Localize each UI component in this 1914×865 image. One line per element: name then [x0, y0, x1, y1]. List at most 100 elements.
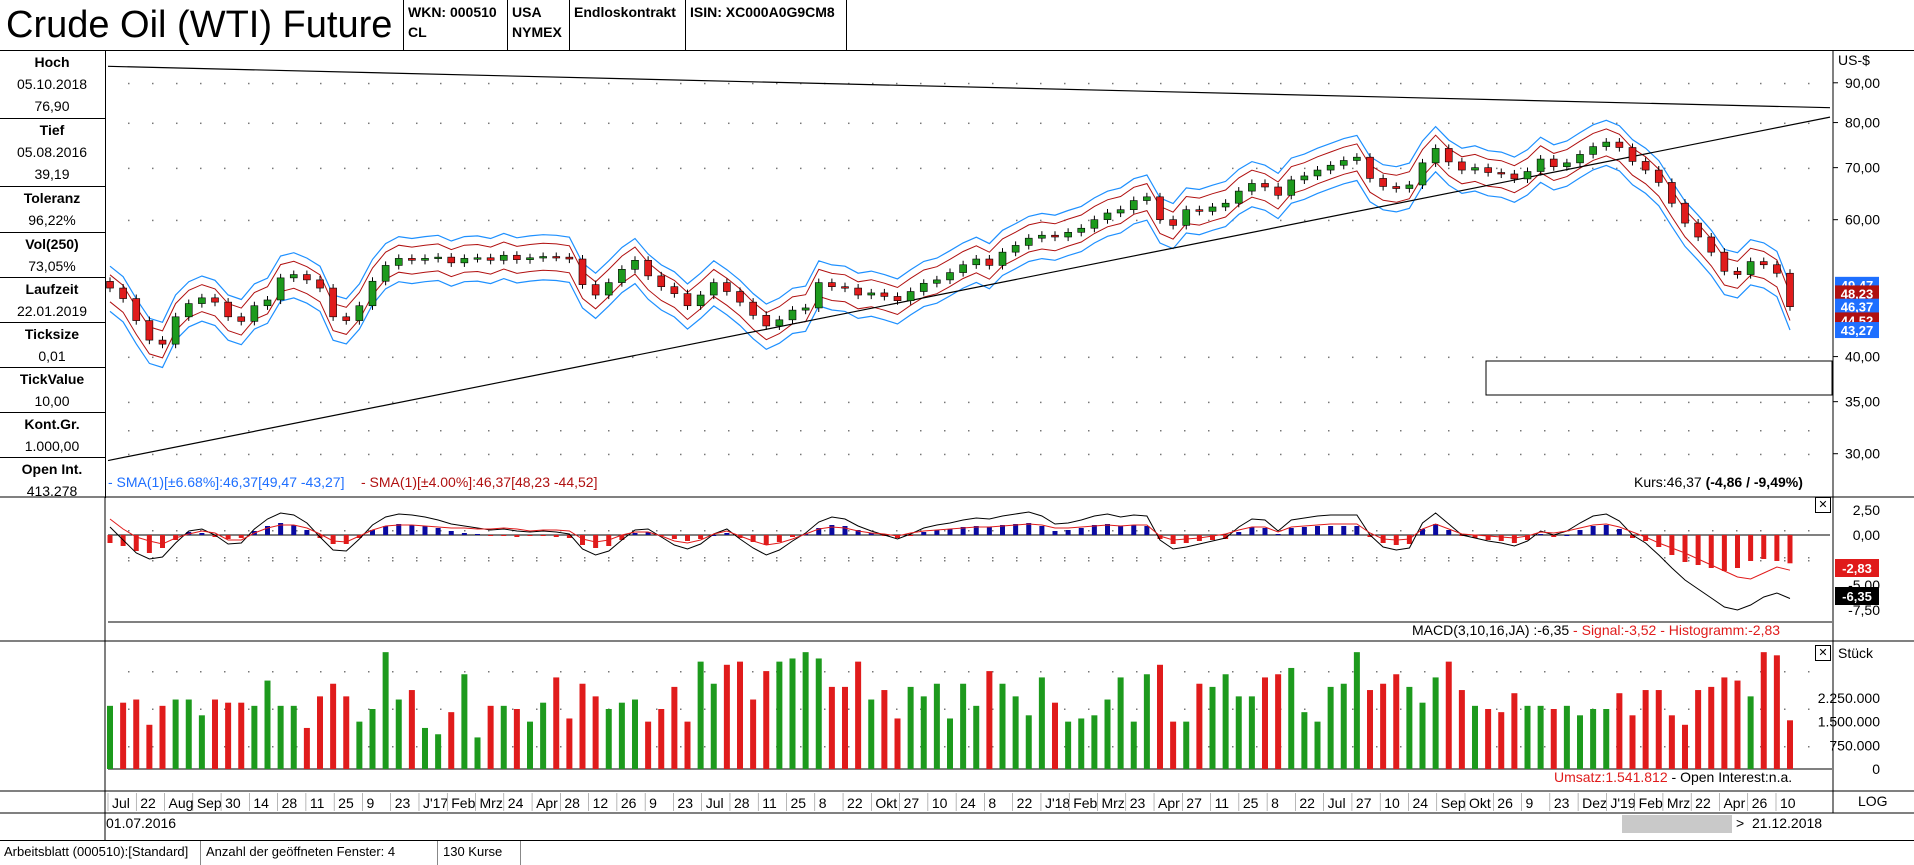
grid-dot: [1808, 530, 1810, 532]
grid-dot: [1640, 122, 1642, 125]
volume-bar: [1275, 674, 1282, 769]
grid-dot: [512, 557, 514, 559]
grid-dot: [152, 746, 154, 748]
sidebar-laufzeit: Laufzeit 22.01.2019: [0, 278, 104, 322]
grid-dot: [320, 167, 322, 170]
grid-dot: [344, 430, 346, 432]
grid-dot: [128, 453, 130, 456]
grid-dot: [1232, 453, 1234, 456]
candle-body: [447, 256, 456, 264]
volume-bar: [1353, 652, 1360, 769]
panel-frames: [0, 51, 1914, 840]
grid-dot: [488, 557, 490, 559]
grid-dot: [200, 557, 202, 559]
grid-dot: [872, 122, 874, 125]
grid-dot: [1712, 530, 1714, 532]
sidebar-hoch: Hoch 05.10.2018 76,90: [0, 51, 104, 117]
grid-dot: [560, 401, 562, 404]
grid-dot: [392, 708, 394, 710]
histogram-bar: [265, 526, 270, 535]
sidebar-value: 1.000,00: [24, 438, 80, 454]
sidebar-vol: Vol(250) 73,05%: [0, 233, 104, 277]
grid-dot: [992, 356, 994, 359]
volume-bar: [1629, 715, 1636, 769]
grid-dot: [1088, 453, 1090, 456]
candle-body: [1064, 231, 1072, 238]
volume-bar: [356, 721, 363, 769]
candle-body: [946, 272, 954, 281]
volume-bar: [1550, 709, 1557, 769]
grid-dot: [1424, 560, 1426, 562]
volume-bar: [1773, 655, 1780, 769]
histogram-bar: [1367, 535, 1373, 537]
grid-dot: [824, 671, 826, 673]
grid-dot: [1064, 82, 1066, 85]
candle-body: [473, 257, 482, 260]
grid-dot: [224, 453, 226, 456]
grid-dot: [152, 560, 154, 562]
grid-dot: [248, 708, 250, 710]
grid-dot: [920, 453, 922, 456]
grid-dot: [128, 708, 130, 710]
grid-dot: [608, 167, 610, 170]
sidebar-value: 10,00: [34, 393, 70, 409]
volume-bar: [1695, 690, 1702, 769]
histogram-bar: [1446, 530, 1452, 535]
grid-dot: [968, 671, 970, 673]
grid-dot: [1808, 167, 1810, 170]
grid-dot: [1520, 430, 1522, 432]
sidebar-divider: [0, 118, 105, 119]
macd-close-button[interactable]: ✕: [1815, 497, 1831, 513]
grid-dot: [176, 530, 178, 532]
start-date: 01.07.2016: [106, 815, 177, 831]
grid-dot: [320, 530, 322, 532]
grid-dot: [392, 82, 394, 85]
volume-bar: [1682, 724, 1688, 769]
time-axis-label: Mrz: [1101, 795, 1124, 811]
time-scrollbar[interactable]: [1622, 815, 1732, 833]
grid-dot: [1496, 401, 1498, 404]
grid-dot: [1592, 560, 1594, 562]
grid-dot: [1664, 401, 1666, 404]
grid-dot: [440, 82, 442, 85]
grid-dot: [584, 82, 586, 85]
grid-dot: [1664, 430, 1666, 432]
grid-dot: [680, 401, 682, 404]
grid-dot: [1352, 167, 1354, 170]
grid-dot: [728, 430, 730, 432]
grid-dot: [944, 356, 946, 359]
grid-dot: [1784, 401, 1786, 404]
grid-dot: [1496, 746, 1498, 748]
grid-dot: [608, 401, 610, 404]
volume-close-button[interactable]: ✕: [1815, 645, 1831, 661]
volume-unit-label: Stück: [1838, 645, 1874, 661]
grid-dot: [248, 167, 250, 170]
grid-dot: [1520, 557, 1522, 559]
grid-dot: [992, 401, 994, 404]
chart-canvas[interactable]: 90,0080,0070,0060,0040,0035,0030,0049,47…: [0, 0, 1914, 840]
time-axis-label: 26: [1497, 795, 1513, 811]
grid-dot: [872, 453, 874, 456]
histogram-bar: [947, 529, 953, 535]
log-toggle[interactable]: LOG: [1858, 793, 1888, 809]
grid-dot: [704, 453, 706, 456]
time-axis-label: Jul: [1328, 795, 1346, 811]
grid-dot: [656, 530, 658, 532]
scroll-right-arrow[interactable]: >: [1736, 815, 1745, 831]
grid-dot: [440, 453, 442, 456]
histogram-bar: [1315, 526, 1320, 535]
grid-dot: [848, 746, 850, 748]
grid-dot: [1736, 122, 1738, 125]
grid-dot: [1064, 453, 1066, 456]
grid-dot: [1592, 557, 1594, 559]
histogram-bar: [212, 535, 218, 537]
grid-dot: [848, 356, 850, 359]
grid-dot: [344, 557, 346, 559]
grid-dot: [944, 671, 946, 673]
grid-dot: [680, 708, 682, 710]
grid-dot: [752, 671, 754, 673]
grid-dot: [1304, 708, 1306, 710]
contract-cell: Endloskontrakt: [569, 0, 685, 50]
grid-dot: [824, 708, 826, 710]
grid-dot: [416, 122, 418, 125]
